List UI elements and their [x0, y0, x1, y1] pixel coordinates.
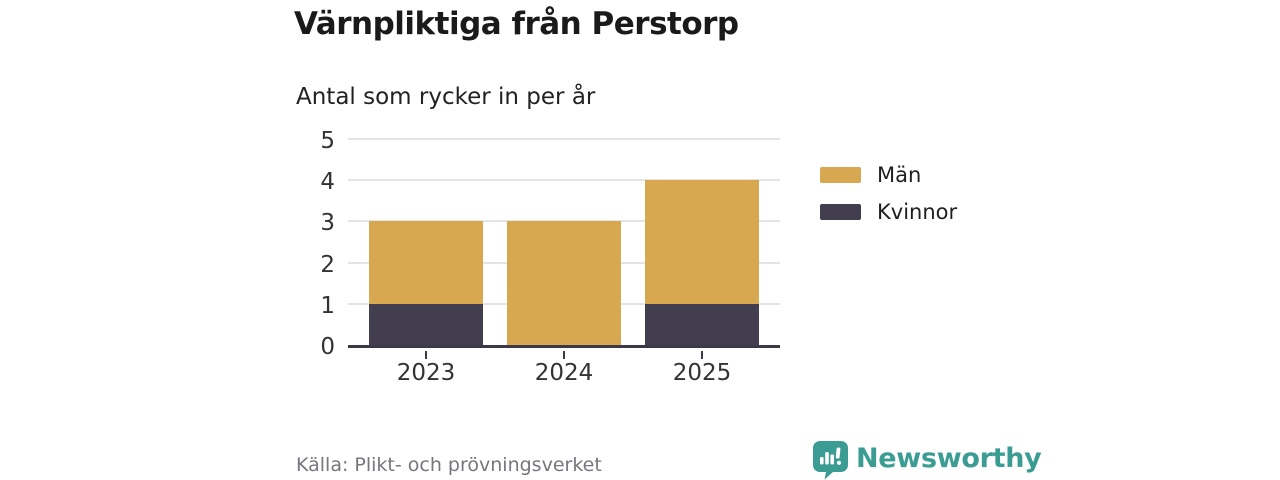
y-tick-label-3: 3	[320, 210, 335, 237]
x-tick-label-2025: 2025	[672, 360, 732, 386]
y-tick-label-5: 5	[320, 128, 335, 154]
chart-title: Värnpliktiga från Perstorp	[294, 6, 739, 42]
chart-subtitle: Antal som rycker in per år	[296, 84, 596, 110]
x-tick-2023	[425, 351, 427, 359]
legend-label-män: Män	[877, 163, 922, 187]
bar-2025-kvinnor	[645, 303, 759, 345]
source-note: Källa: Plikt- och prövningsverket	[296, 454, 602, 476]
newsworthy-wordmark: Newsworthy	[856, 443, 1042, 474]
legend-item-kvinnor: Kvinnor	[820, 200, 957, 224]
newsworthy-logo: Newsworthy	[813, 441, 1042, 480]
y-tick-label-2: 2	[320, 251, 335, 278]
bar-2024-män	[507, 221, 621, 345]
legend-label-kvinnor: Kvinnor	[877, 200, 958, 224]
plot-area	[348, 138, 780, 348]
legend-swatch-män	[820, 167, 861, 183]
bar-2023-män	[369, 221, 483, 304]
y-tick-label-0: 0	[320, 334, 335, 360]
y-tick-label-4: 4	[320, 169, 335, 196]
legend-item-män: Män	[820, 163, 957, 187]
y-tick-label-1: 1	[320, 292, 335, 319]
bar-2023-kvinnor	[369, 303, 483, 345]
bar-2025-män	[645, 180, 759, 304]
x-tick-2025	[701, 351, 703, 359]
x-tick-label-2024: 2024	[534, 360, 594, 386]
bar-chart-speech-bubble-icon	[813, 441, 848, 480]
legend: Män Kvinnor	[820, 163, 957, 237]
legend-swatch-kvinnor	[820, 204, 861, 220]
gridline-y-4	[348, 179, 780, 182]
x-tick-label-2023: 2023	[396, 360, 456, 386]
x-tick-2024	[563, 351, 565, 359]
gridline-y-5	[348, 138, 780, 140]
